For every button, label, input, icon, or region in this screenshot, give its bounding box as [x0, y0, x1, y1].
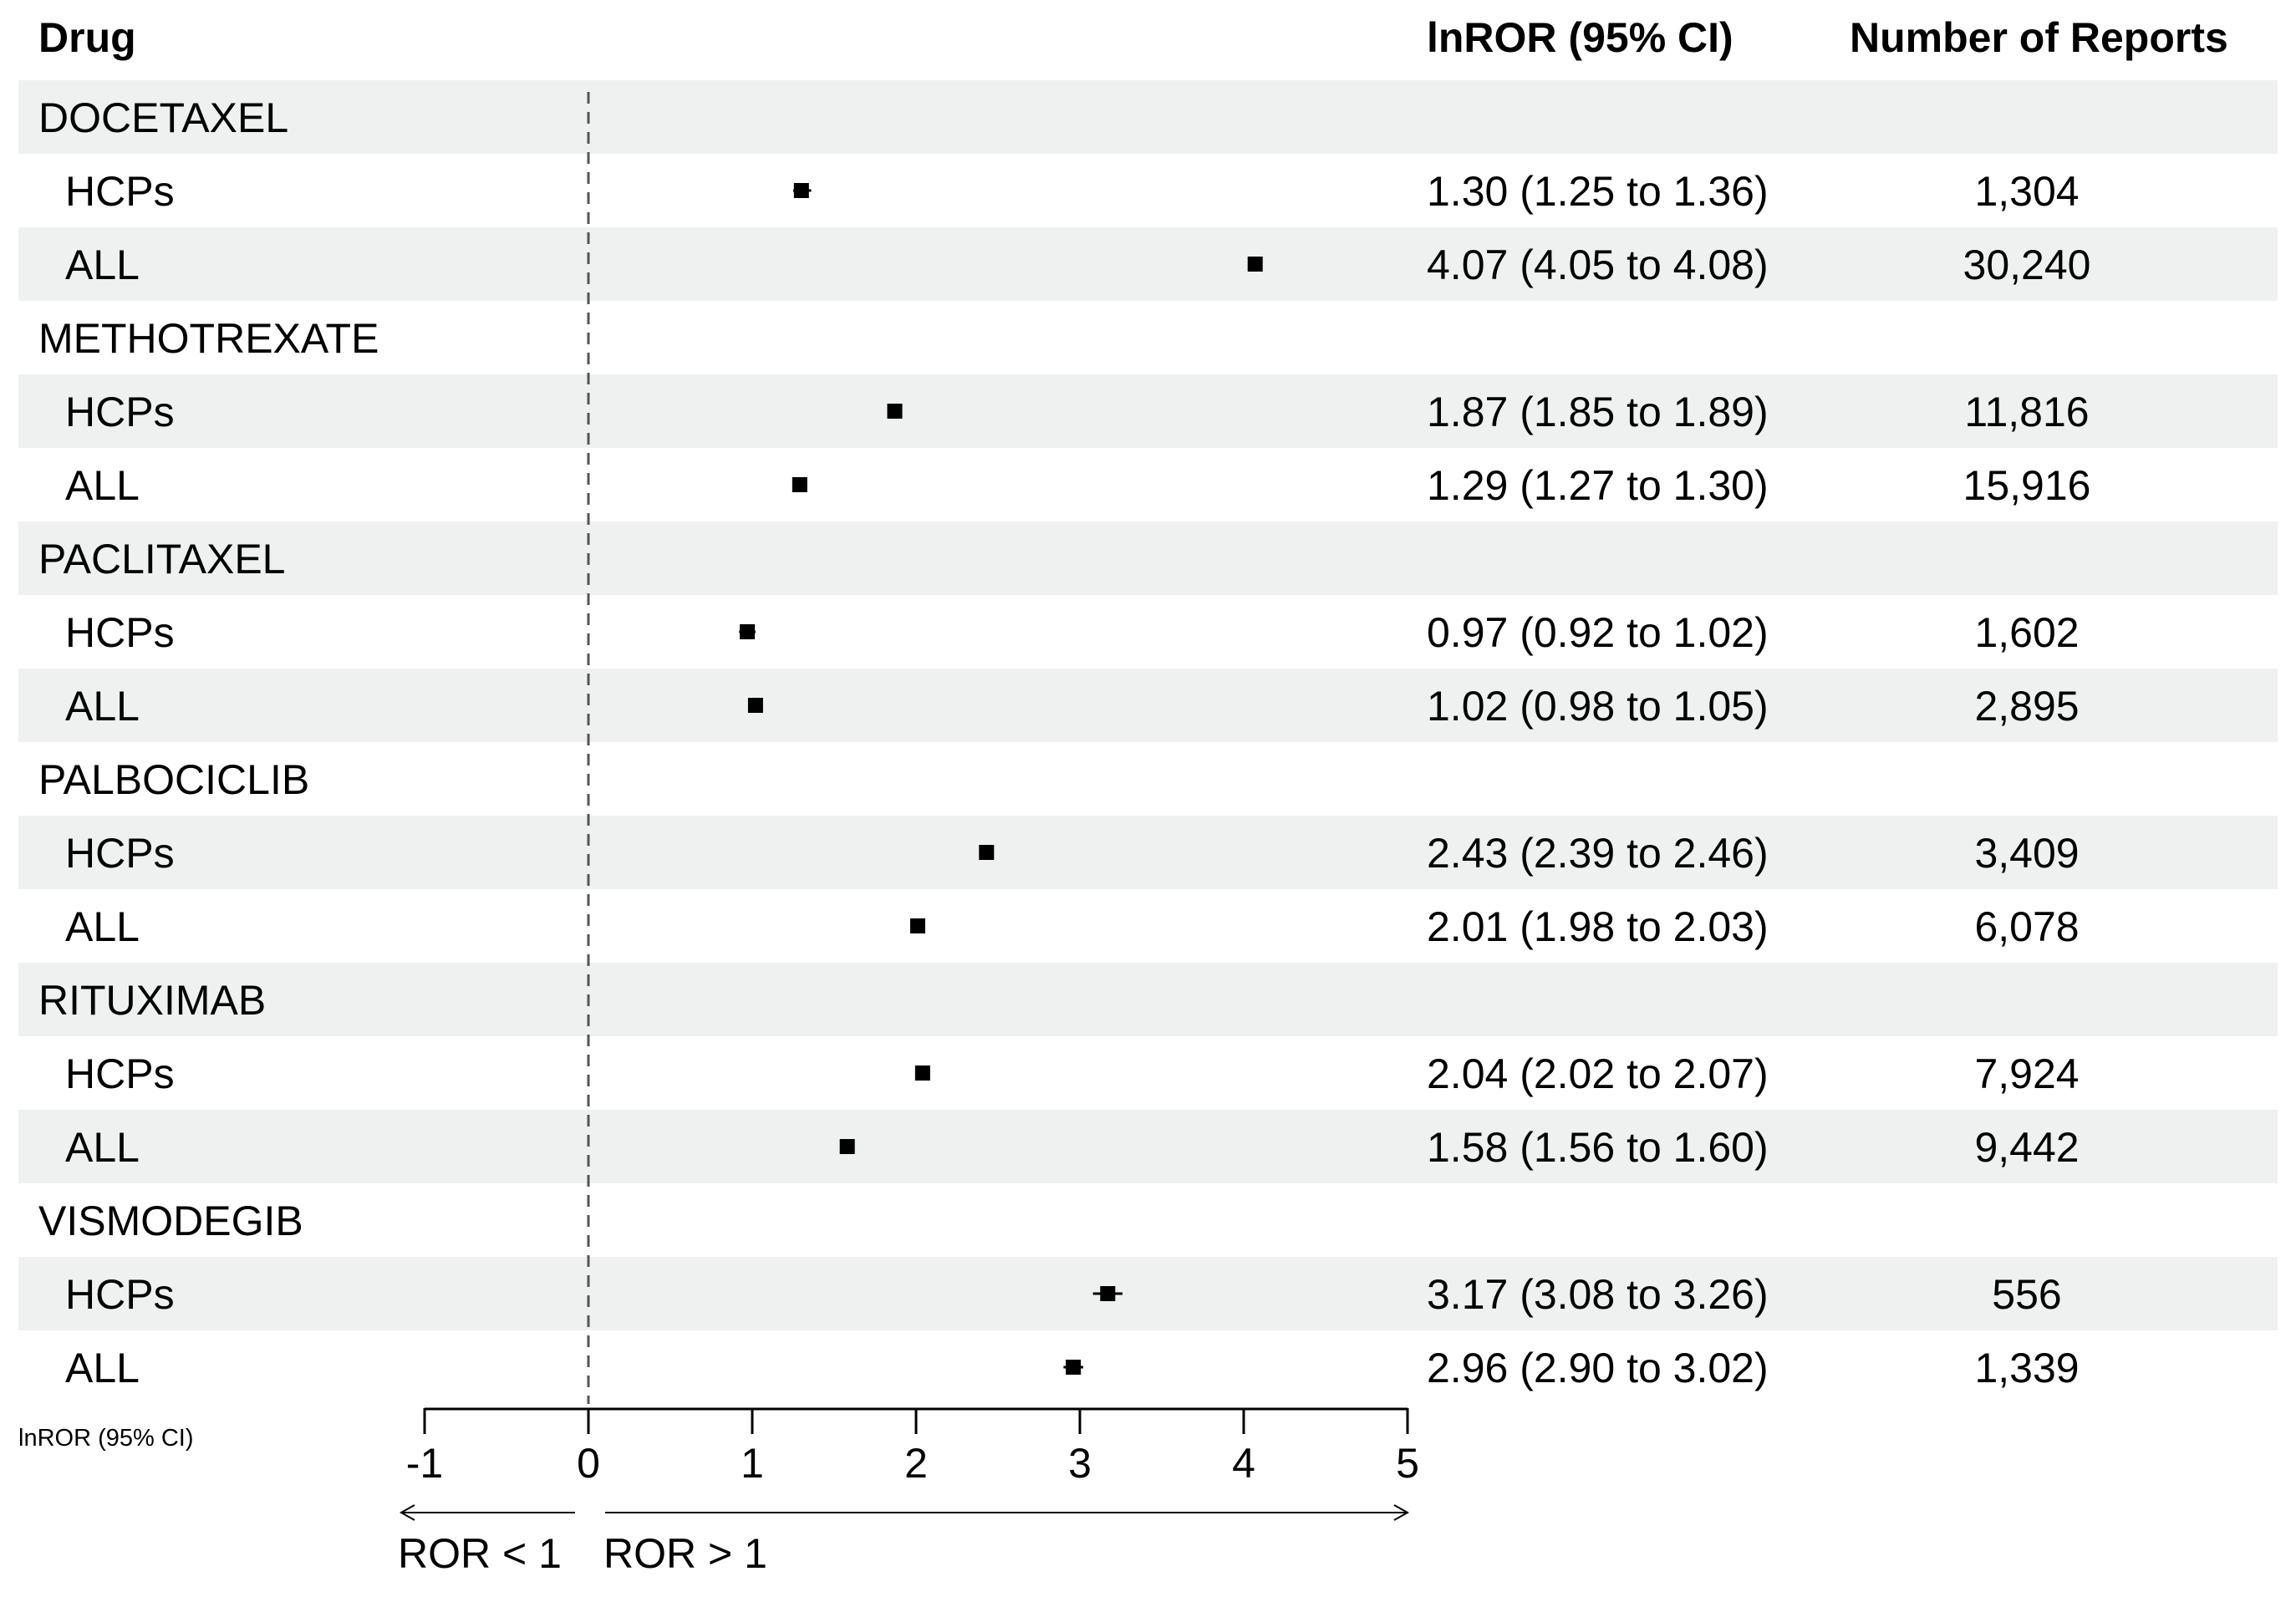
group-label: RITUXIMAB [38, 977, 266, 1024]
group-label: PALBOCICLIB [38, 756, 309, 803]
x-tick-label: 0 [577, 1440, 600, 1487]
row-band [18, 80, 2278, 154]
group-label: PACLITAXEL [38, 536, 285, 582]
report-count: 1,602 [1974, 609, 2079, 656]
x-tick-label: 1 [741, 1440, 764, 1487]
estimate-text: 1.58 (1.56 to 1.60) [1427, 1124, 1769, 1171]
header-estimate: lnROR (95% CI) [1427, 14, 1733, 61]
point-estimate [909, 918, 925, 933]
estimate-text: 2.96 (2.90 to 3.02) [1427, 1345, 1769, 1391]
subgroup-label: ALL [65, 1345, 140, 1391]
x-axis: -1 0 1 2 3 4 5 [406, 1407, 1419, 1487]
x-tick-label: 5 [1396, 1440, 1419, 1487]
plot-rows: DOCETAXEL HCPs 1.30 (1.25 to 1.36) 1,304 ALL… [38, 94, 2090, 1391]
row-bands [18, 80, 2278, 1330]
report-count: 1,304 [1974, 168, 2079, 215]
point-estimate [1247, 257, 1263, 272]
x-tick-label: 3 [1068, 1440, 1092, 1487]
x-tick-label: 4 [1232, 1440, 1255, 1487]
row-band [18, 816, 2278, 889]
row-band [18, 1110, 2278, 1183]
subgroup-label: ALL [65, 242, 140, 288]
row-band [18, 374, 2278, 448]
subgroup-label: ALL [65, 462, 140, 509]
x-tick-label: 2 [904, 1440, 928, 1487]
estimate-text: 1.29 (1.27 to 1.30) [1427, 462, 1769, 509]
point-estimate [792, 477, 807, 492]
report-count: 7,924 [1974, 1050, 2079, 1097]
subgroup-label: ALL [65, 1124, 140, 1171]
group-label: DOCETAXEL [38, 94, 288, 141]
subgroup-label: HCPs [65, 1050, 175, 1097]
direction-right-label: ROR > 1 [603, 1530, 767, 1577]
row-band [18, 1257, 2278, 1330]
report-count: 11,816 [1964, 389, 2089, 435]
point-estimate [747, 698, 763, 713]
direction-arrows: ROR < 1 ROR > 1 [398, 1504, 1410, 1577]
subgroup-label: HCPs [65, 389, 175, 435]
header-reports: Number of Reports [1850, 14, 2228, 61]
subgroup-label: HCPs [65, 609, 175, 656]
estimate-text: 2.01 (1.98 to 2.03) [1427, 903, 1769, 950]
estimate-text: 0.97 (0.92 to 1.02) [1427, 609, 1769, 656]
estimate-text: 2.04 (2.02 to 2.07) [1427, 1050, 1769, 1097]
direction-left-label: ROR < 1 [398, 1530, 562, 1577]
point-estimate [914, 1065, 930, 1081]
subgroup-label: HCPs [65, 1271, 175, 1318]
point-estimate [1100, 1286, 1116, 1301]
report-count: 30,240 [1963, 242, 2091, 288]
x-axis-label: lnROR (95% CI) [18, 1425, 194, 1452]
x-tick-label: -1 [406, 1440, 443, 1487]
estimate-text: 1.87 (1.85 to 1.89) [1427, 389, 1769, 435]
row-band [18, 227, 2278, 301]
group-label: METHOTREXATE [38, 315, 379, 362]
header-drug: Drug [38, 14, 136, 61]
row-band [18, 521, 2278, 595]
estimate-text: 3.17 (3.08 to 3.26) [1427, 1271, 1769, 1318]
left-arrow-head [399, 1504, 415, 1521]
estimate-text: 1.30 (1.25 to 1.36) [1427, 168, 1769, 215]
report-count: 3,409 [1974, 830, 2079, 877]
right-arrow-head [1393, 1504, 1410, 1521]
report-count: 2,895 [1974, 683, 2079, 730]
subgroup-label: ALL [65, 903, 140, 950]
estimate-text: 2.43 (2.39 to 2.46) [1427, 830, 1769, 877]
report-count: 556 [1992, 1271, 2061, 1318]
report-count: 1,339 [1974, 1345, 2079, 1391]
subgroup-label: ALL [65, 683, 140, 730]
point-estimate [839, 1139, 855, 1154]
point-estimate [979, 845, 995, 860]
report-count: 6,078 [1974, 903, 2079, 950]
point-estimate [793, 183, 809, 198]
point-estimate [887, 404, 903, 419]
subgroup-label: HCPs [65, 830, 175, 877]
point-estimate [1066, 1360, 1082, 1375]
row-band [18, 963, 2278, 1036]
estimate-text: 1.02 (0.98 to 1.05) [1427, 683, 1769, 730]
estimate-text: 4.07 (4.05 to 4.08) [1427, 242, 1769, 288]
group-label: VISMODEGIB [38, 1198, 303, 1244]
report-count: 9,442 [1974, 1124, 2079, 1171]
row-band [18, 669, 2278, 742]
point-estimate [740, 624, 756, 639]
report-count: 15,916 [1963, 462, 2091, 509]
subgroup-label: HCPs [65, 168, 175, 215]
